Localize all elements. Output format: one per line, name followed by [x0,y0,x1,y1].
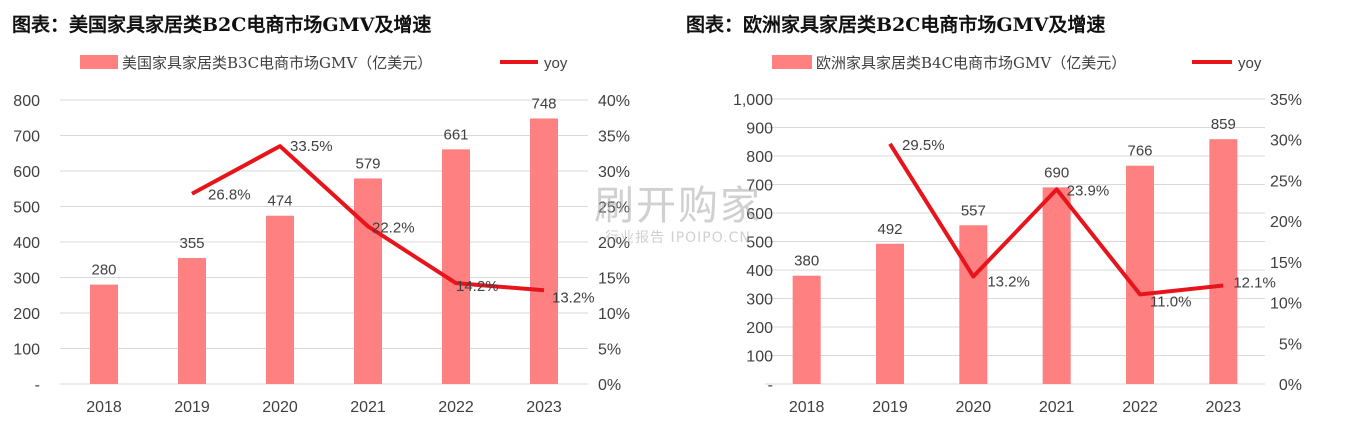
bar-value-label: 766 [1127,143,1152,160]
x-axis-tick-label: 2022 [1122,399,1158,416]
yoy-value-label: 33.5% [290,138,333,155]
yoy-value-label: 12.1% [1233,274,1276,291]
yoy-value-label: 22.2% [372,219,415,236]
bar [530,118,558,385]
bar [1042,187,1071,384]
right-axis-tick-label: 35% [1270,92,1302,109]
yoy-line [888,142,1224,297]
eu-chart: - 100 200 300 400 500 600 700 800 900 1,000 0% 5% 10%… [733,54,1302,416]
right-axis-tick-label: 5% [598,342,621,359]
left-axis-tick-label: 800 [13,93,40,110]
right-axis-tick-label: 20% [1270,214,1302,231]
left-axis-tick-label: 400 [13,235,40,252]
right-axis-tick-label: 15% [1270,255,1302,272]
left-axis-tick-label: 1,000 [733,92,773,109]
legend-line-label: yoy [544,55,568,72]
bar-value-label: 492 [877,221,902,238]
x-axis-tick-label: 2020 [956,399,992,416]
yoy-value-label: 29.5% [902,137,945,154]
x-axis-tick-label: 2021 [350,399,386,416]
bar-value-label: 579 [355,155,380,172]
left-axis-tick-label: 700 [13,129,40,146]
right-axis-tick-label: 30% [598,164,630,181]
left-axis-tick-label: 100 [13,342,40,359]
yoy-value-label: 23.9% [1067,182,1110,199]
yoy-value-label: 13.2% [552,289,595,306]
bar-value-label: 474 [267,193,292,210]
yoy-value-label: 11.0% [1150,293,1191,310]
right-axis-tick-label: 10% [1270,296,1302,313]
right-axis-tick-label: 25% [1270,173,1302,190]
bar-value-label: 355 [179,235,204,252]
x-axis-tick-label: 2022 [438,399,474,416]
bar [876,243,904,384]
bar [442,149,470,384]
left-axis-tick-label: 400 [746,263,773,280]
left-axis-tick-label: 300 [13,271,40,288]
bar [1209,139,1238,384]
bar-value-label: 690 [1044,164,1069,181]
right-axis-tick-label: 5% [1279,336,1302,353]
legend-bar-label: 美国家具家居类B3C电商市场GMV（亿美元） [122,54,432,72]
bar-value-label: 280 [91,262,116,279]
bar-value-label: 661 [443,126,468,143]
right-axis-tick-label: 0% [598,377,621,394]
x-axis-tick-label: 2018 [86,399,122,416]
left-axis-tick-label: 300 [746,292,773,309]
left-axis-tick-label: 100 [746,349,773,366]
right-axis-tick-label: 35% [598,129,630,146]
x-axis-tick-label: 2019 [174,399,210,416]
bar [1126,165,1154,384]
legend-bar-swatch [80,55,118,69]
left-axis-tick-label: 600 [13,164,40,181]
right-axis-tick-label: 30% [1270,133,1302,150]
eu-chart-panel: 图表：欧洲家具家居类B2C电商市场GMV及增速 - 100 200 300 400 500… [672,0,1345,440]
chart-title: 图表：美国家具家居类B2C电商市场GMV及增速 [12,14,432,36]
bar [90,284,118,384]
legend-line-label: yoy [1238,55,1262,72]
right-axis-tick-label: 0% [1279,377,1302,394]
right-axis-tick-label: 15% [598,271,630,288]
bar-value-label: 380 [794,253,819,270]
right-axis-tick-label: 10% [598,306,630,323]
left-axis-tick-label: 200 [13,306,40,323]
yoy-value-label: 26.8% [208,187,251,204]
us-chart-panel: 图表：美国家具家居类B2C电商市场GMV及增速 - 100 200 300 400 500… [0,0,672,440]
legend-bar-swatch [772,55,812,69]
bar [959,225,988,384]
x-axis-tick-label: 2019 [872,399,908,416]
chart-title: 图表：欧洲家具家居类B2C电商市场GMV及增速 [686,14,1106,36]
left-axis-tick-label: - [768,377,773,394]
bar-value-label: 859 [1211,116,1236,133]
yoy-value-label: 13.2% [987,274,1030,291]
left-axis-tick-label: 900 [746,121,773,138]
right-axis-tick-label: 40% [598,93,630,110]
bar [266,215,294,384]
left-axis-tick-label: 700 [746,178,773,195]
left-axis-tick-label: - [35,377,40,394]
left-axis-tick-label: 500 [746,235,773,252]
bar [792,275,821,384]
right-axis-tick-label: 20% [598,235,630,252]
right-axis-tick-label: 25% [598,200,630,217]
bar [354,178,382,384]
x-axis-tick-label: 2018 [789,399,825,416]
x-axis-tick-label: 2023 [526,399,562,416]
bar [178,257,206,384]
bar-value-label: 557 [961,202,986,219]
left-axis-tick-label: 200 [746,320,773,337]
yoy-line [191,144,545,293]
x-axis-tick-label: 2023 [1206,399,1242,416]
legend-bar-label: 欧洲家具家居类B4C电商市场GMV（亿美元） [816,54,1126,72]
left-axis-tick-label: 600 [746,206,773,223]
x-axis-tick-label: 2021 [1039,399,1075,416]
us-chart: - 100 200 300 400 500 600 700 800 0% 5% 10% 15% 20% 25… [13,54,630,416]
left-axis-tick-label: 800 [746,149,773,166]
x-axis-tick-label: 2020 [262,399,298,416]
yoy-value-label: 14.2% [456,278,499,295]
left-axis-tick-label: 500 [13,200,40,217]
bar-value-label: 748 [531,95,556,112]
